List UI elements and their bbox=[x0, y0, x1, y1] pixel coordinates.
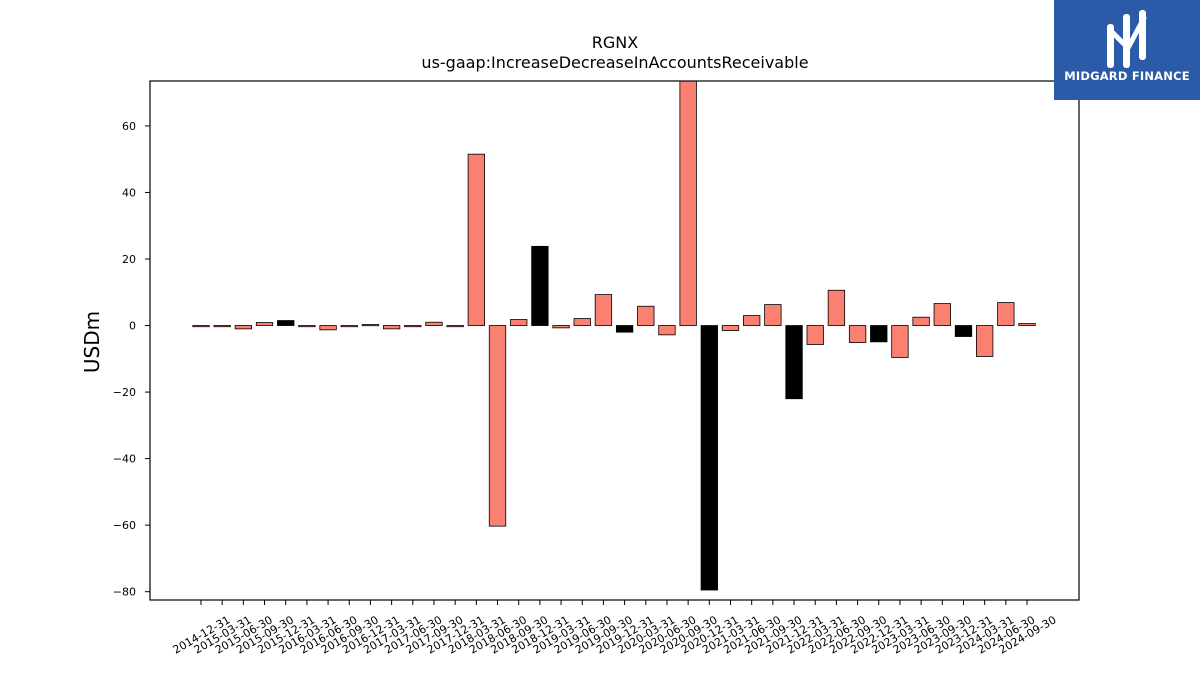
logo-mark-icon bbox=[1107, 10, 1147, 68]
bar-2019-09-30 bbox=[594, 294, 613, 326]
bar-2017-12-31 bbox=[446, 325, 464, 328]
bar-2021-12-31 bbox=[785, 325, 803, 400]
bar-2023-03-31 bbox=[891, 325, 909, 358]
y-tick-label: 0 bbox=[129, 320, 136, 333]
brand-logo: MIDGARD FINANCE bbox=[1054, 0, 1200, 100]
bar-2017-09-30 bbox=[425, 321, 443, 326]
bar-2016-03-31 bbox=[298, 325, 316, 328]
bar-2023-06-30 bbox=[912, 316, 930, 326]
chart-subtitle: us-gaap:IncreaseDecreaseInAccountsReceiv… bbox=[421, 53, 808, 72]
bar-2018-06-30 bbox=[488, 325, 507, 527]
chart-title: RGNX bbox=[592, 33, 638, 52]
y-tick-label: −40 bbox=[113, 453, 136, 466]
y-axis-label: USDm bbox=[80, 311, 104, 373]
bar-2023-12-31 bbox=[954, 325, 973, 337]
bar-2015-09-30 bbox=[255, 322, 274, 326]
bar-2020-03-31 bbox=[637, 305, 655, 326]
bar-2023-09-30 bbox=[933, 303, 951, 326]
bar-2021-06-30 bbox=[743, 315, 761, 326]
bar-2016-12-31 bbox=[361, 324, 380, 327]
bar-2019-03-31 bbox=[552, 325, 570, 329]
bar-2020-09-30 bbox=[679, 80, 697, 326]
bar-2018-09-30 bbox=[510, 319, 528, 326]
y-tick-label: 60 bbox=[122, 120, 136, 133]
bar-2016-09-30 bbox=[340, 325, 358, 328]
bar-2015-03-31 bbox=[213, 325, 231, 328]
bar-2022-03-31 bbox=[806, 325, 824, 345]
bar-2015-12-31 bbox=[277, 320, 295, 326]
y-tick-label: 20 bbox=[122, 253, 136, 266]
bar-2021-03-31 bbox=[721, 325, 740, 331]
bar-2020-12-31 bbox=[700, 325, 718, 591]
bar-2024-03-31 bbox=[976, 325, 994, 357]
bar-2016-06-30 bbox=[319, 325, 337, 331]
bar-2018-12-31 bbox=[531, 245, 549, 326]
x-axis: 2014-12-312015-03-312015-06-302015-09-30… bbox=[171, 600, 1059, 657]
bar-2017-06-30 bbox=[404, 325, 422, 328]
bar-2018-03-31 bbox=[467, 153, 485, 326]
bars-group bbox=[192, 80, 1036, 591]
bar-2022-12-31 bbox=[870, 325, 888, 343]
bar-2017-03-31 bbox=[382, 325, 401, 330]
bar-2024-09-30 bbox=[1018, 323, 1036, 326]
brand-name: MIDGARD FINANCE bbox=[1064, 69, 1190, 83]
y-axis: −80 −60 −40 −20 0 20 40 60 bbox=[113, 120, 150, 599]
y-tick-label: −60 bbox=[113, 519, 136, 532]
bar-2015-06-30 bbox=[234, 325, 253, 330]
y-tick-label: 40 bbox=[122, 186, 136, 199]
plot-frame bbox=[149, 80, 1080, 601]
bar-2019-12-31 bbox=[615, 325, 634, 333]
bar-2022-06-30 bbox=[827, 289, 846, 326]
y-tick-label: −80 bbox=[113, 586, 136, 599]
bar-2020-06-30 bbox=[658, 325, 676, 336]
bar-2022-09-30 bbox=[848, 325, 867, 343]
bar-2014-12-31 bbox=[192, 325, 210, 328]
bar-2024-06-30 bbox=[997, 302, 1015, 326]
bar-2019-06-30 bbox=[573, 318, 591, 326]
y-tick-label: −20 bbox=[113, 386, 136, 399]
bar-2021-09-30 bbox=[764, 304, 782, 326]
